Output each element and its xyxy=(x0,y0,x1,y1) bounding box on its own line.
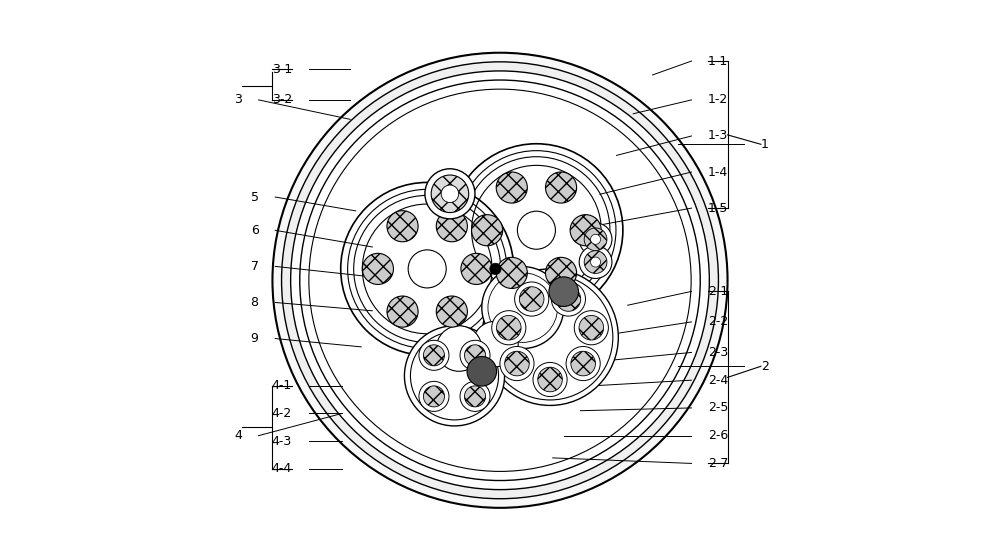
Circle shape xyxy=(533,362,567,397)
Circle shape xyxy=(282,62,718,499)
Text: 6: 6 xyxy=(251,224,259,237)
Circle shape xyxy=(387,296,418,327)
Circle shape xyxy=(551,282,585,316)
Circle shape xyxy=(404,326,505,426)
Circle shape xyxy=(500,346,534,381)
Circle shape xyxy=(515,282,549,316)
Circle shape xyxy=(538,367,562,392)
Circle shape xyxy=(571,351,595,376)
Circle shape xyxy=(482,266,564,349)
Circle shape xyxy=(348,189,507,349)
Circle shape xyxy=(431,175,469,213)
Circle shape xyxy=(272,53,728,508)
Circle shape xyxy=(419,381,449,411)
Circle shape xyxy=(579,223,612,256)
Text: 2-7: 2-7 xyxy=(708,457,729,470)
Text: 2-6: 2-6 xyxy=(708,429,728,442)
Circle shape xyxy=(574,311,608,345)
Text: 2-4: 2-4 xyxy=(708,374,728,387)
Circle shape xyxy=(408,250,446,288)
Text: 1-5: 1-5 xyxy=(708,201,729,215)
Circle shape xyxy=(436,296,467,327)
Text: 3: 3 xyxy=(234,93,242,107)
Circle shape xyxy=(387,211,418,242)
Circle shape xyxy=(362,253,393,285)
Text: 2-2: 2-2 xyxy=(708,315,728,329)
Circle shape xyxy=(472,215,503,246)
Circle shape xyxy=(579,246,612,279)
Circle shape xyxy=(487,274,613,400)
Circle shape xyxy=(300,80,700,481)
Text: 2-3: 2-3 xyxy=(708,346,728,359)
Circle shape xyxy=(341,183,514,355)
Text: 3-2: 3-2 xyxy=(272,93,292,107)
Text: 1-3: 1-3 xyxy=(708,129,728,143)
Circle shape xyxy=(566,346,600,381)
Text: 2-1: 2-1 xyxy=(708,285,728,298)
Circle shape xyxy=(505,351,529,376)
Circle shape xyxy=(419,340,449,370)
Text: 4-1: 4-1 xyxy=(272,379,292,392)
Circle shape xyxy=(584,228,607,251)
Circle shape xyxy=(461,253,492,285)
Circle shape xyxy=(584,251,607,274)
Circle shape xyxy=(467,356,497,386)
Circle shape xyxy=(490,263,501,275)
Circle shape xyxy=(425,169,475,219)
Circle shape xyxy=(488,273,558,342)
Text: 4: 4 xyxy=(234,429,242,442)
Text: 1-4: 1-4 xyxy=(708,165,728,179)
Circle shape xyxy=(354,195,501,342)
Circle shape xyxy=(423,345,444,366)
Circle shape xyxy=(492,311,526,345)
Circle shape xyxy=(473,321,518,367)
Text: 1-1: 1-1 xyxy=(708,54,728,68)
Circle shape xyxy=(482,269,618,405)
Circle shape xyxy=(517,211,555,249)
Circle shape xyxy=(291,71,709,490)
Circle shape xyxy=(465,386,486,407)
Text: 7: 7 xyxy=(251,260,259,273)
Circle shape xyxy=(496,258,527,289)
Circle shape xyxy=(570,215,601,246)
Circle shape xyxy=(410,332,499,420)
Circle shape xyxy=(556,287,581,311)
Circle shape xyxy=(423,386,444,407)
Text: 4-2: 4-2 xyxy=(272,407,292,420)
Text: 2-5: 2-5 xyxy=(708,401,729,415)
Circle shape xyxy=(497,315,521,340)
Circle shape xyxy=(549,277,579,306)
Circle shape xyxy=(519,287,544,311)
Text: 1: 1 xyxy=(761,138,769,151)
Circle shape xyxy=(496,172,527,203)
Circle shape xyxy=(545,258,577,289)
Text: 4-4: 4-4 xyxy=(272,462,292,476)
Circle shape xyxy=(465,345,486,366)
Text: 3-1: 3-1 xyxy=(272,63,292,76)
Text: 1-2: 1-2 xyxy=(708,93,728,107)
Text: 5: 5 xyxy=(251,190,259,204)
Circle shape xyxy=(309,89,691,471)
Circle shape xyxy=(545,172,577,203)
Circle shape xyxy=(463,157,610,304)
Circle shape xyxy=(436,211,467,242)
Circle shape xyxy=(591,257,601,267)
Circle shape xyxy=(436,326,482,371)
Circle shape xyxy=(591,234,601,244)
Circle shape xyxy=(579,315,604,340)
Text: 2: 2 xyxy=(761,360,769,373)
Text: 8: 8 xyxy=(251,296,259,309)
Text: 4-3: 4-3 xyxy=(272,435,292,448)
Circle shape xyxy=(460,381,490,411)
Circle shape xyxy=(441,185,459,203)
Circle shape xyxy=(450,144,623,317)
Text: 9: 9 xyxy=(251,332,259,345)
Circle shape xyxy=(460,340,490,370)
Circle shape xyxy=(457,150,616,310)
